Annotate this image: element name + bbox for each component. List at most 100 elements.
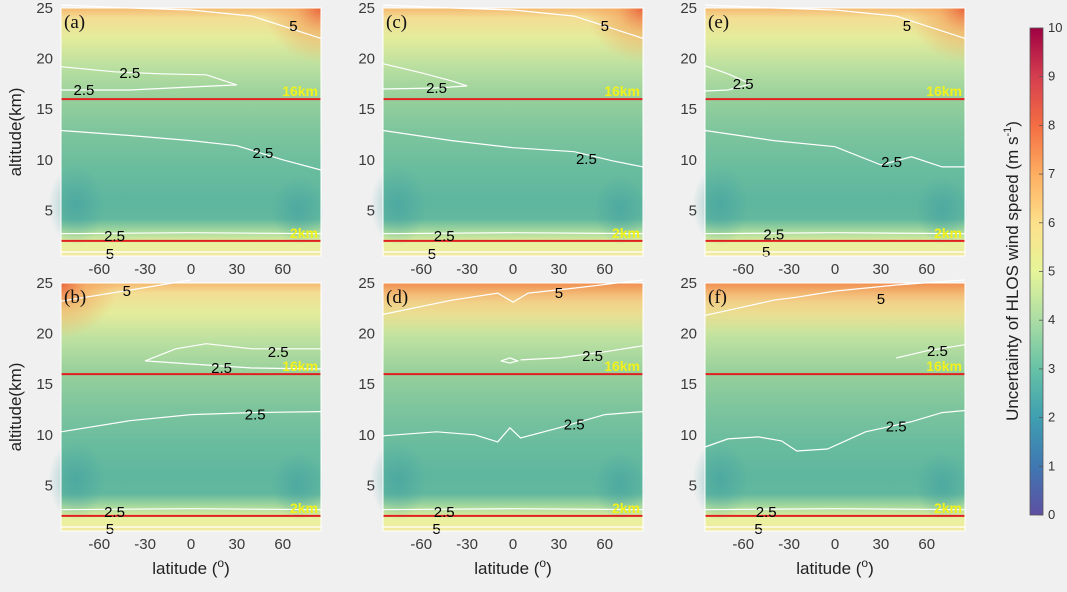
reference-label-2km: 2km — [612, 225, 640, 241]
panel-label: (d) — [386, 287, 408, 308]
reference-label-16km: 16km — [926, 358, 962, 374]
reference-label-16km: 16km — [926, 83, 962, 99]
contour-line — [145, 360, 322, 370]
reference-label-16km: 16km — [604, 358, 640, 374]
x-tick-label: 0 — [187, 261, 195, 278]
y-tick-label: 25 — [36, 275, 53, 292]
x-tick-label: -30 — [778, 536, 800, 553]
reference-label-2km: 2km — [612, 500, 640, 516]
y-axis-label: altitude(km) — [6, 363, 25, 452]
y-tick-label: 25 — [358, 0, 375, 17]
contour-label: 2.5 — [104, 504, 125, 521]
reference-label-2km: 2km — [290, 500, 318, 516]
contour-line — [60, 4, 322, 39]
contour-line — [704, 4, 966, 39]
contour-label: 5 — [428, 246, 436, 263]
panel-label: (f) — [708, 287, 727, 308]
heatmap-lowspot — [370, 165, 427, 246]
panel-frame — [382, 282, 644, 532]
x-tick-label: -30 — [456, 261, 478, 278]
heatmap-lowspot — [692, 165, 749, 246]
colorbar-tick-label: 1 — [1048, 458, 1055, 473]
x-tick-label: 60 — [596, 536, 613, 553]
y-tick-label: 10 — [36, 427, 53, 444]
x-tick-label: 60 — [596, 261, 613, 278]
contour-line — [60, 508, 322, 511]
x-axis-label: latitude (o) — [474, 556, 552, 578]
y-tick-label: 20 — [36, 326, 53, 343]
colorbar-label: Uncertainty of HLOS wind speed (m s-1) — [1002, 121, 1022, 421]
y-tick-label: 25 — [358, 275, 375, 292]
x-tick-label: -60 — [88, 261, 110, 278]
panel-label: (b) — [64, 287, 86, 308]
x-tick-label: -30 — [456, 536, 478, 553]
y-tick-label: 10 — [358, 427, 375, 444]
heatmap-lowspot — [370, 440, 427, 521]
colorbar-tick-label: 4 — [1048, 312, 1055, 327]
y-tick-label: 25 — [680, 0, 697, 17]
y-tick-label: 15 — [36, 101, 53, 118]
contour-line — [382, 4, 644, 39]
colorbar: 0 1 2 3 4 5 6 7 8 9 10 Uncertainty of HLOS wind sp… — [1002, 20, 1062, 522]
contour-label: 2.5 — [881, 154, 902, 171]
contour-label: 2.5 — [886, 419, 907, 436]
y-tick-label: 25 — [680, 275, 697, 292]
x-tick-label: 30 — [229, 261, 246, 278]
x-tick-label: 30 — [551, 261, 568, 278]
y-tick-label: 15 — [680, 376, 697, 393]
y-tick-label: 20 — [36, 51, 53, 68]
x-tick-label: 0 — [509, 536, 517, 553]
contour-line — [896, 344, 966, 359]
y-tick-label: 15 — [358, 376, 375, 393]
y-tick-label: 10 — [680, 427, 697, 444]
colorbar-tick-label: 2 — [1048, 410, 1055, 425]
y-tick-label: 5 — [689, 202, 697, 219]
reference-label-2km: 2km — [934, 500, 962, 516]
panel-frame — [704, 7, 966, 257]
y-tick-label: 20 — [680, 326, 697, 343]
contour-label: 2.5 — [434, 504, 455, 521]
panel-frame — [60, 7, 322, 257]
contour-line — [500, 357, 520, 364]
x-tick-label: -60 — [732, 536, 754, 553]
contour-line — [382, 232, 644, 235]
colorbar-tick-label: 7 — [1048, 166, 1055, 181]
contour-label: 2.5 — [564, 417, 585, 434]
heatmap-lowspot — [272, 176, 325, 245]
contour-label: 2.5 — [104, 228, 125, 245]
x-tick-label: -60 — [410, 536, 432, 553]
colorbar-tick-label: 10 — [1048, 20, 1062, 35]
x-tick-label: -60 — [732, 261, 754, 278]
x-axis-label: latitude (o) — [796, 556, 874, 578]
heatmap-lowspot — [692, 440, 749, 521]
contour-line — [144, 343, 321, 362]
heatmap-lowspot — [594, 451, 647, 520]
contour-label: 2.5 — [756, 504, 777, 521]
contour-line — [382, 279, 644, 315]
contour-label: 2.5 — [576, 151, 597, 168]
contour-label: 2.5 — [733, 76, 754, 93]
colorbar-tick-label: 0 — [1048, 507, 1055, 522]
heatmap-lowspot — [916, 451, 969, 520]
y-tick-label: 15 — [358, 101, 375, 118]
y-tick-label: 10 — [358, 152, 375, 169]
contour-line — [382, 129, 644, 168]
colorbar-tick-label: 3 — [1048, 361, 1055, 376]
y-tick-label: 20 — [358, 51, 375, 68]
y-tick-label: 5 — [689, 477, 697, 494]
x-tick-label: 60 — [274, 261, 291, 278]
y-tick-label: 5 — [45, 202, 53, 219]
panel-label: (a) — [64, 12, 85, 33]
contour-label: 5 — [877, 291, 885, 308]
reference-label-16km: 16km — [282, 83, 318, 99]
contour-line — [382, 508, 644, 511]
x-tick-label: 60 — [918, 261, 935, 278]
y-tick-label: 20 — [358, 326, 375, 343]
colorbar-tick-label: 9 — [1048, 69, 1055, 84]
contour-line — [704, 232, 966, 235]
heatmap-lowspot — [916, 176, 969, 245]
x-tick-label: -60 — [88, 536, 110, 553]
